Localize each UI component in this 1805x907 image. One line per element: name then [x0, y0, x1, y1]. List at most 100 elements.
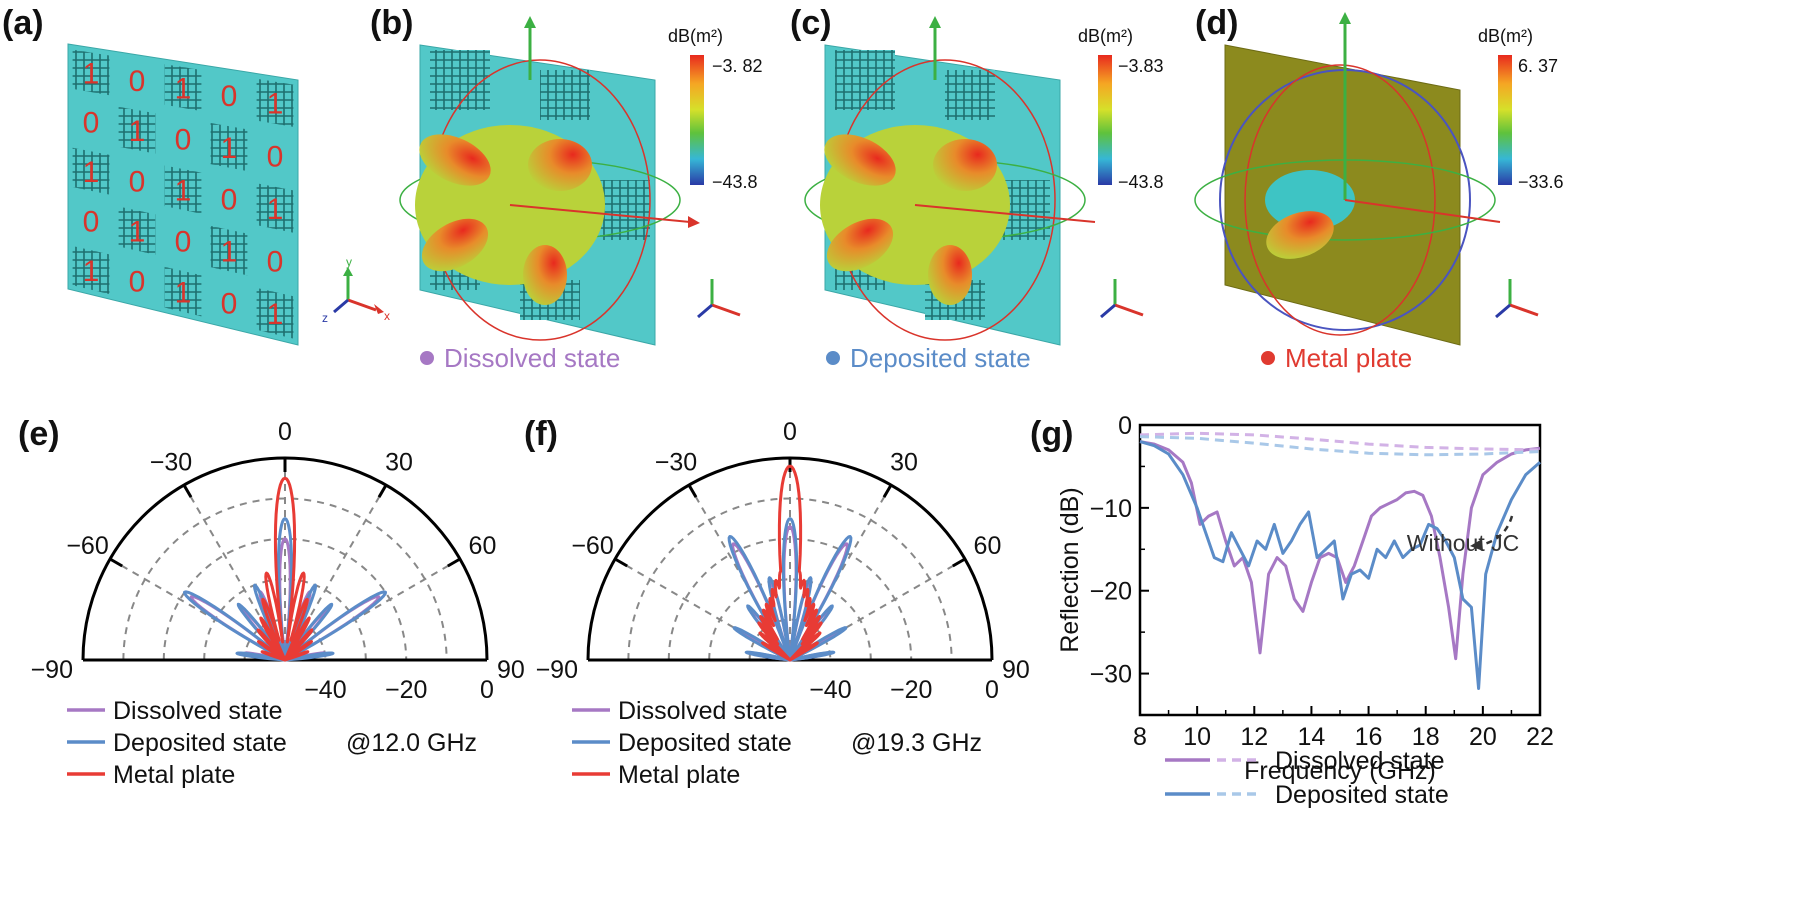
- line-series-deposited-state-without-jc-: [1139, 435, 1541, 457]
- code-digit: 1: [83, 57, 100, 90]
- caption-text: Dissolved state: [444, 343, 620, 373]
- colorbar-c: dB(m²) −3.83 −43.8: [1078, 26, 1164, 192]
- axis-triad-a: y x z: [322, 255, 390, 325]
- x-tick-label: 18: [1412, 723, 1440, 751]
- mesh-cell: [256, 183, 294, 233]
- polar-radial-label: 0: [480, 676, 494, 704]
- without-jc-annotation: Without JC: [1407, 530, 1519, 556]
- x-tick-label: 14: [1298, 723, 1326, 751]
- polar-tick: [687, 484, 698, 498]
- polar-angle-label: −90: [536, 656, 578, 684]
- colorbar-min: −33.6: [1518, 172, 1564, 192]
- metasurface-digits: 1 0 1 0 10 1 0 1 01 0 1 0 10 1 0 1 01 0 1 0 1: [83, 57, 284, 331]
- code-digit: 0: [83, 206, 100, 239]
- polar-series-metal-plate: [256, 476, 314, 662]
- polar-radial-label: −40: [304, 676, 346, 704]
- caption-dissolved: Dissolved state: [420, 343, 620, 373]
- y-tick-label: −10: [1090, 495, 1132, 523]
- x-tick-label: 20: [1469, 723, 1497, 751]
- polar-angle-label: −90: [31, 656, 73, 684]
- caption-dot: [420, 351, 434, 365]
- code-digit: 0: [221, 287, 238, 320]
- legend-label: Dissolved state: [1275, 747, 1445, 775]
- polar-radial-label: 0: [985, 676, 999, 704]
- polar-tick: [182, 484, 193, 498]
- rcs-pattern-b: [399, 16, 700, 346]
- polar-angle-label: −60: [66, 532, 108, 560]
- caption-deposited: Deposited state: [826, 343, 1031, 373]
- polar-radial-label: −20: [890, 676, 932, 704]
- colorbar-max: −3.83: [1118, 56, 1164, 76]
- rcs-pattern-d: [1194, 12, 1501, 346]
- axis-x-letter: x: [384, 309, 390, 323]
- polar-angle-label: 90: [1002, 656, 1030, 684]
- code-digit: 0: [221, 80, 238, 113]
- legend-label: Deposited state: [1275, 781, 1449, 809]
- metasurface-cells: [72, 49, 294, 339]
- line-series-dissolved-state-without-jc-: [1139, 431, 1541, 452]
- colorbar-unit: dB(m²): [668, 26, 723, 46]
- code-digit: 1: [175, 175, 192, 208]
- frequency-annotation: @12.0 GHz: [346, 729, 477, 757]
- axis-triad-c: [1100, 279, 1144, 319]
- code-digit: 1: [175, 73, 192, 106]
- colorbar-d: dB(m²) 6. 37 −33.6: [1478, 26, 1564, 192]
- code-digit: 1: [129, 115, 146, 148]
- x-tick-label: 12: [1240, 723, 1268, 751]
- panel-label-e: (e): [18, 415, 60, 453]
- legend-label: Dissolved state: [113, 697, 283, 725]
- caption-metal: Metal plate: [1261, 343, 1412, 373]
- polar-tick: [109, 557, 123, 568]
- mesh-cell: [164, 64, 202, 112]
- polar-angle-label: 30: [385, 449, 413, 477]
- mesh-cell: [164, 165, 202, 214]
- x-tick-label: 8: [1133, 723, 1147, 751]
- line-chart-g: 8 10 12 14 16 18 20 22 0 −10 −20 −30 Frequency (GHz)…: [1056, 412, 1554, 809]
- code-digit: 0: [83, 107, 100, 140]
- x-tick-label: 22: [1526, 723, 1554, 751]
- caption-text: Deposited state: [850, 343, 1031, 373]
- x-axis-label: Frequency (GHz): [1244, 757, 1436, 785]
- code-digit: 1: [267, 193, 284, 226]
- panel-label-d: (d): [1195, 4, 1238, 42]
- panel-label-b: (b): [370, 4, 413, 42]
- code-digit: 1: [267, 88, 284, 121]
- rcs-pattern-c: [804, 16, 1096, 346]
- code-digit: 1: [267, 298, 284, 331]
- polar-grid-circle: [162, 537, 408, 661]
- y-tick-label: 0: [1118, 412, 1132, 440]
- code-digit: 0: [221, 184, 238, 217]
- colorbar-max: −3. 82: [712, 56, 763, 76]
- polar-tick: [447, 557, 461, 568]
- code-digit: 1: [129, 216, 146, 249]
- caption-text: Metal plate: [1285, 343, 1412, 373]
- mesh-cell: [72, 49, 110, 96]
- code-digit: 0: [267, 140, 284, 173]
- colorbar-max: 6. 37: [1518, 56, 1558, 76]
- legend-label: Metal plate: [618, 761, 740, 789]
- polar-chart-e: 0 30 −30 60 −60 90 −90 −40 −20 0 Dissolved state De…: [31, 418, 525, 789]
- polar-angle-label: 60: [469, 532, 497, 560]
- x-tick-label: 16: [1355, 723, 1383, 751]
- code-digit: 1: [83, 156, 100, 189]
- axis-triad-d: [1495, 279, 1539, 319]
- mesh-cell: [210, 122, 248, 172]
- panel-label-c: (c): [790, 4, 832, 42]
- code-digit: 1: [221, 236, 238, 269]
- panel-label-a: (a): [2, 4, 44, 42]
- mesh-cell: [72, 245, 110, 295]
- y-tick-label: −20: [1090, 578, 1132, 606]
- polar-chart-f: 0 30 −30 60 −60 90 −90 −40 −20 0 Dissolved state De…: [536, 418, 1030, 789]
- mesh-cell: [256, 78, 294, 127]
- annotation-arrow: [1479, 515, 1514, 547]
- code-digit: 0: [129, 165, 146, 198]
- polar-angle-label: 60: [974, 532, 1002, 560]
- axis-triad-b: [697, 279, 741, 319]
- mesh-cell: [164, 266, 202, 317]
- polar-angle-label: −30: [150, 449, 192, 477]
- mesh-cell: [210, 225, 248, 276]
- code-digit: 0: [267, 246, 284, 279]
- colorbar-min: −43.8: [712, 172, 758, 192]
- polar-angle-label: 0: [278, 418, 292, 446]
- mesh-cell: [256, 287, 294, 339]
